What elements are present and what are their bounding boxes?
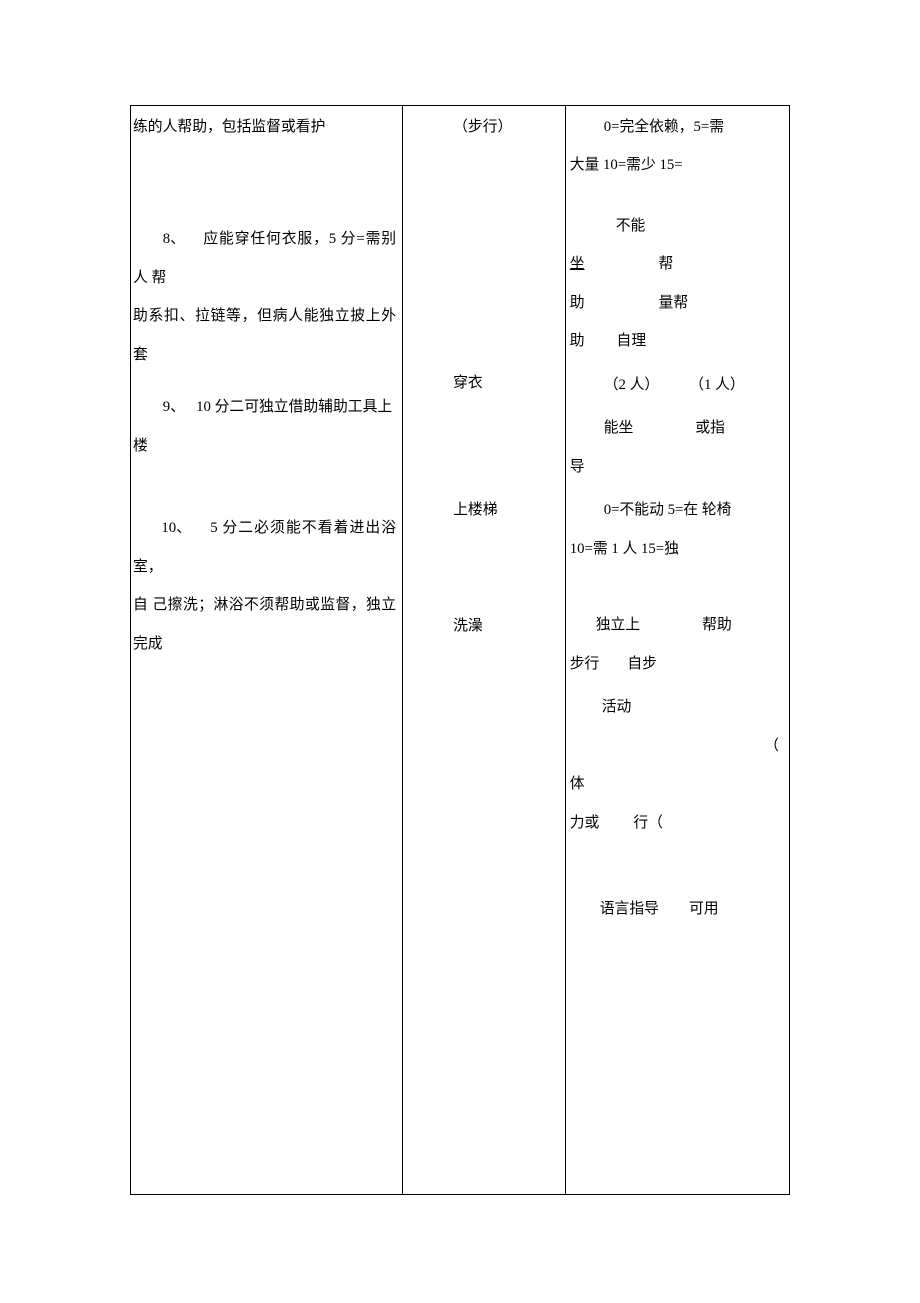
col3-l8-right: 或指 xyxy=(695,409,725,447)
col3-l18-left: 语言指导 xyxy=(600,890,659,928)
col1-para-3: 9、 10 分二可独立借助辅助工具上 楼 xyxy=(133,388,396,465)
col3-l6-left: 助 xyxy=(570,322,585,360)
col3-line-15: （ xyxy=(570,727,783,765)
column-2: （步行） 穿衣 上楼梯 洗澡 xyxy=(403,106,566,1194)
col3-line-16: 体 xyxy=(570,765,783,803)
col3-line-10: 0=不能动 5=在 轮椅 xyxy=(570,491,783,529)
col3-line-11: 10=需 1 人 15=独 xyxy=(570,530,783,568)
col3-l17-left: 力或 xyxy=(570,804,600,842)
column-1: 练的人帮助，包括监督或看护 8、 应能穿任何衣服，5 分=需别人 帮 助系扣、拉… xyxy=(131,106,403,1194)
col1-para-1: 练的人帮助，包括监督或看护 xyxy=(133,108,396,146)
col3-l4-right: 帮 xyxy=(659,245,674,283)
col3-l13-left: 步行 xyxy=(570,645,600,683)
col2-bathing: 洗澡 xyxy=(453,607,565,645)
col3-l13-right: 自步 xyxy=(627,645,657,683)
col3-l4-left: 坐 xyxy=(570,245,585,283)
item-number-10: 10、 xyxy=(133,509,191,547)
col3-l8-left: 能坐 xyxy=(604,409,634,447)
col3-line-1: 0=完全依赖，5=需 xyxy=(570,108,783,146)
col3-line-2: 大量 10=需少 15= xyxy=(570,146,783,184)
col3-line-12: 独立上 帮助 xyxy=(570,606,783,644)
col2-walking: （步行） xyxy=(453,108,565,146)
col3-line-5: 助 量帮 xyxy=(570,284,783,322)
col3-l5-left: 助 xyxy=(570,284,585,322)
col3-line-6: 助 自理 xyxy=(570,322,783,360)
col3-line-17: 力或 行（ xyxy=(570,804,783,842)
col3-l6-right: 自理 xyxy=(617,322,647,360)
item-number-9: 9、 xyxy=(133,388,185,426)
col1-para-2: 8、 应能穿任何衣服，5 分=需别人 帮 助系扣、拉链等，但病人能独立披上外 套 xyxy=(133,220,396,374)
item-number-8: 8、 xyxy=(133,220,185,258)
col3-line-4: 坐 帮 xyxy=(570,245,783,283)
col3-line-7: （2 人） （1 人） xyxy=(570,366,783,404)
col3-l17-right: 行（ xyxy=(633,804,663,842)
col3-l7-right: （1 人） xyxy=(689,366,745,404)
col3-l7-left: （2 人） xyxy=(604,366,660,404)
col2-stairs: 上楼梯 xyxy=(453,491,565,529)
col3-l12-left: 独立上 xyxy=(596,606,640,644)
col3-line-3: 不能 xyxy=(570,207,783,245)
col3-line-13: 步行 自步 xyxy=(570,645,783,683)
col3-l5-right: 量帮 xyxy=(659,284,689,322)
col3-line-14: 活动 xyxy=(570,688,783,726)
col1-p2-line2: 助系扣、拉链等，但病人能独立披上外 套 xyxy=(133,308,396,362)
col3-l18-right: 可用 xyxy=(689,890,719,928)
col3-line-8: 能坐 或指 xyxy=(570,409,783,447)
col1-p4-line2: 自 己擦洗；淋浴不须帮助或监督，独立完成 xyxy=(133,597,396,651)
col1-para-4: 10、 5 分二必须能不看着进出浴室， 自 己擦洗；淋浴不须帮助或监督，独立完成 xyxy=(133,509,396,663)
col3-line-18: 语言指导 可用 xyxy=(570,890,783,928)
col3-l12-right: 帮助 xyxy=(702,606,732,644)
col2-dressing: 穿衣 xyxy=(453,364,565,402)
document-table: 练的人帮助，包括监督或看护 8、 应能穿任何衣服，5 分=需别人 帮 助系扣、拉… xyxy=(130,105,790,1195)
col3-line-9: 导 xyxy=(570,448,783,486)
column-3: 0=完全依赖，5=需 大量 10=需少 15= 不能 坐 帮 助 量帮 助 自理… xyxy=(566,106,789,1194)
